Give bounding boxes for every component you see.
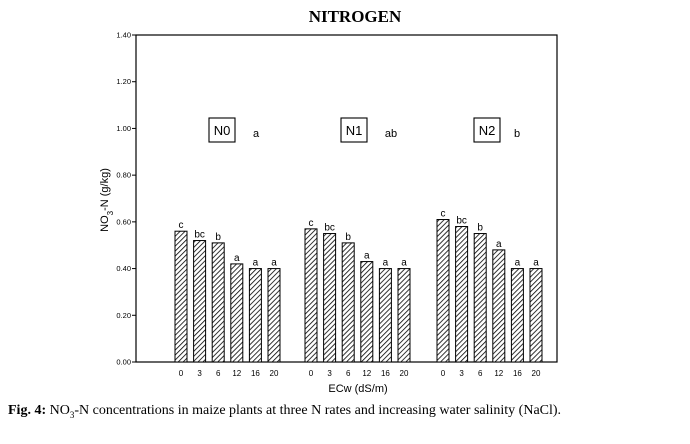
caption-label: Fig. 4: [8, 403, 47, 418]
significance-letter: a [496, 239, 502, 250]
significance-letter: a [234, 253, 240, 264]
group-label-box: N2 [473, 117, 501, 143]
y-tick-label: 0.20 [116, 311, 131, 320]
bar [492, 249, 506, 363]
chart: NITROGEN 0.00 0.20 0.40 0.60 0.80 1.00 1.20 1.4… [99, 7, 558, 395]
group-name: N2 [479, 123, 496, 138]
group-significance: ab [385, 128, 397, 140]
x-axis: 0 3 6 12 16 20 0 3 6 12 16 20 0 3 6 12 16 20 [179, 369, 541, 378]
bar [267, 268, 281, 363]
bar [323, 233, 337, 363]
y-tick-label: 0.80 [116, 171, 131, 180]
bar [341, 242, 355, 363]
group-labels: N0 a N1 ab N2 b [208, 117, 520, 143]
chart-title: NITROGEN [309, 7, 402, 26]
x-tick-label: 6 [216, 369, 221, 378]
x-tick-label: 0 [441, 369, 446, 378]
significance-letter: c [179, 220, 184, 231]
x-axis-label: ECw (dS/m) [328, 383, 387, 395]
group-box-frame [340, 117, 368, 143]
y-tick-label: 1.00 [116, 124, 131, 133]
bar [360, 261, 374, 363]
y-tick-label: 0.00 [116, 358, 131, 367]
group-box-frame [473, 117, 501, 143]
y-tick-label: 0.40 [116, 264, 131, 273]
group-box-frame [208, 117, 236, 143]
bar [193, 240, 207, 363]
bar [174, 230, 188, 363]
bar [455, 226, 469, 363]
group-name: N0 [214, 123, 231, 138]
x-tick-label: 12 [362, 369, 371, 378]
group-label-box: N1 [340, 117, 368, 143]
bar [230, 263, 244, 363]
significance-letter: bc [194, 230, 205, 241]
bar [248, 268, 262, 363]
group-name: N1 [346, 123, 363, 138]
significance-letter: a [383, 258, 389, 269]
significance-letter: bc [456, 216, 467, 227]
x-tick-label: 3 [459, 369, 464, 378]
x-tick-label: 16 [513, 369, 522, 378]
y-tick-label: 1.20 [116, 77, 131, 86]
bar [473, 233, 487, 363]
bar [211, 242, 225, 363]
bar [510, 268, 524, 363]
x-tick-label: 12 [232, 369, 241, 378]
figure-caption: Fig. 4: NO3-N concentrations in maize pl… [8, 403, 688, 420]
bar [529, 268, 543, 363]
significance-letter: a [364, 251, 370, 262]
x-tick-label: 0 [309, 369, 314, 378]
x-tick-label: 20 [532, 369, 541, 378]
group-label-box: N0 [208, 117, 236, 143]
x-tick-label: 6 [346, 369, 351, 378]
significance-letter: b [477, 223, 483, 234]
caption-text: NO3-N concentrations in maize plants at … [49, 403, 562, 420]
y-axis-label: NO3-N (g/kg) [99, 168, 115, 232]
x-tick-label: 20 [270, 369, 279, 378]
x-tick-label: 3 [327, 369, 332, 378]
x-tick-label: 3 [197, 369, 202, 378]
significance-letter: b [215, 232, 221, 243]
y-axis: 0.00 0.20 0.40 0.60 0.80 1.00 1.20 1.40 [116, 31, 136, 367]
significance-letter: c [309, 218, 314, 229]
x-tick-label: 0 [179, 369, 184, 378]
significance-letter: c [441, 209, 446, 220]
bar [378, 268, 392, 363]
bar [304, 228, 318, 363]
x-tick-label: 6 [478, 369, 483, 378]
y-tick-label: 0.60 [116, 217, 131, 226]
significance-letter: a [515, 258, 521, 269]
group-significance: b [514, 128, 520, 140]
x-tick-label: 12 [494, 369, 503, 378]
significance-letter: a [401, 258, 407, 269]
group-significance: a [253, 128, 260, 140]
x-tick-label: 16 [251, 369, 260, 378]
significance-letter: a [533, 258, 539, 269]
x-tick-label: 16 [381, 369, 390, 378]
significance-letter: a [253, 258, 259, 269]
x-tick-label: 20 [400, 369, 409, 378]
significance-letter: a [271, 258, 277, 269]
significance-letter: b [345, 232, 351, 243]
bar [397, 268, 411, 363]
significance-letter: bc [324, 223, 335, 234]
bar [436, 219, 450, 363]
y-tick-label: 1.40 [116, 31, 131, 40]
